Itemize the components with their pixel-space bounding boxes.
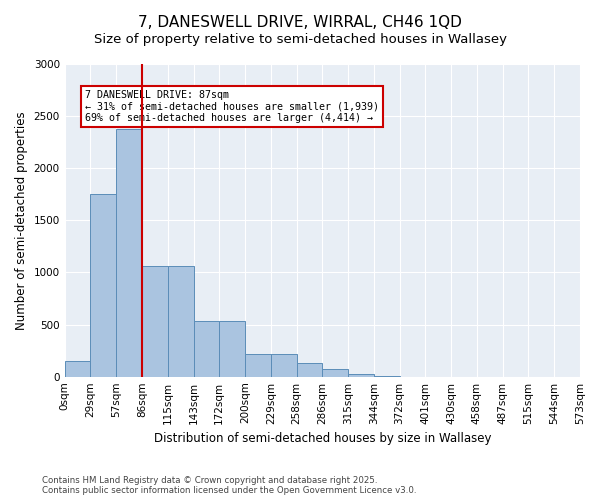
Bar [271,354,296,376]
Bar [348,374,374,376]
Text: Contains HM Land Registry data © Crown copyright and database right 2025.
Contai: Contains HM Land Registry data © Crown c… [42,476,416,495]
Bar [65,360,91,376]
Text: 7, DANESWELL DRIVE, WIRRAL, CH46 1QD: 7, DANESWELL DRIVE, WIRRAL, CH46 1QD [138,15,462,30]
Bar [116,128,142,376]
Text: 7 DANESWELL DRIVE: 87sqm
← 31% of semi-detached houses are smaller (1,939)
69% o: 7 DANESWELL DRIVE: 87sqm ← 31% of semi-d… [85,90,379,124]
Bar [296,363,322,376]
Bar [193,322,219,376]
Y-axis label: Number of semi-detached properties: Number of semi-detached properties [15,111,28,330]
X-axis label: Distribution of semi-detached houses by size in Wallasey: Distribution of semi-detached houses by … [154,432,491,445]
Bar [91,194,116,376]
Bar [142,266,168,376]
Bar [322,369,348,376]
Bar [245,354,271,376]
Bar [168,266,193,376]
Text: Size of property relative to semi-detached houses in Wallasey: Size of property relative to semi-detach… [94,32,506,46]
Bar [219,322,245,376]
